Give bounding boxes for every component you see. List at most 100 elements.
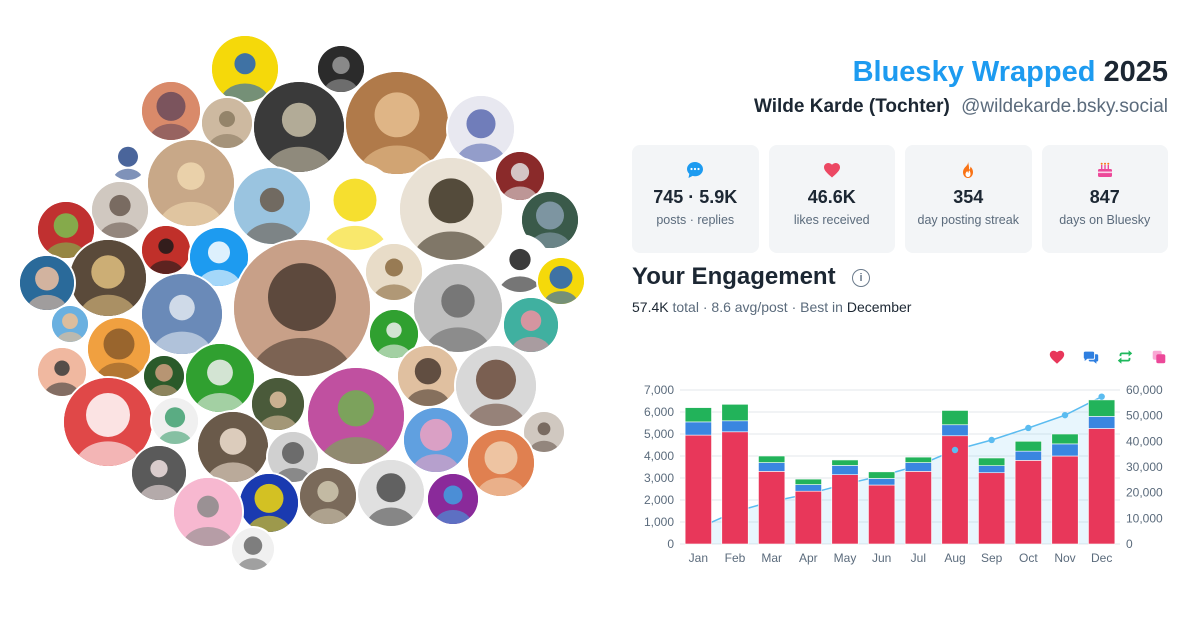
avatar[interactable]: [448, 96, 514, 162]
stats-row: 745 · 5.9K posts · replies 46.6K likes r…: [632, 145, 1168, 253]
engagement-total-word: total: [672, 299, 699, 315]
avatar[interactable]: [64, 378, 152, 466]
bar-segment-likes: [684, 434, 712, 545]
avatar[interactable]: [524, 412, 564, 452]
bar-segment-replies: [1014, 450, 1042, 461]
stat-days: 847 days on Bluesky: [1041, 145, 1168, 253]
avatar[interactable]: [202, 98, 252, 148]
x-tick-label: Nov: [1054, 551, 1075, 565]
avatar[interactable]: [88, 318, 150, 380]
avatar[interactable]: [198, 412, 268, 482]
avatar[interactable]: [268, 432, 318, 482]
heart-icon[interactable]: [1048, 348, 1066, 366]
avatar[interactable]: [414, 264, 502, 352]
reply-bubbles-icon[interactable]: [1082, 348, 1100, 366]
avatar[interactable]: [142, 274, 222, 354]
avatar[interactable]: [358, 460, 424, 526]
avatar[interactable]: [428, 474, 478, 524]
stat-streak: 354 day posting streak: [905, 145, 1032, 253]
avatar[interactable]: [456, 346, 536, 426]
avatar[interactable]: [496, 152, 544, 200]
y-right-tick-label: 20,000: [1126, 486, 1163, 500]
flame-icon: [905, 159, 1032, 181]
x-tick-label: Sep: [981, 551, 1003, 565]
bar-segment-reposts: [904, 456, 932, 463]
y-right-tick-label: 0: [1126, 537, 1133, 551]
avatar[interactable]: [370, 310, 418, 358]
bar-segment-reposts: [721, 403, 749, 422]
avatar[interactable]: [468, 430, 534, 496]
quote-icon[interactable]: [1150, 348, 1168, 366]
page-title: Bluesky Wrapped 2025: [853, 56, 1168, 89]
bar-segment-replies: [978, 465, 1006, 474]
avatar[interactable]: [20, 256, 74, 310]
avatar[interactable]: [234, 240, 370, 376]
y-left-tick-label: 5,000: [644, 427, 674, 441]
repost-icon[interactable]: [1116, 348, 1134, 366]
engagement-title: Your Engagement: [632, 263, 836, 290]
stat-value: 745 · 5.9K: [653, 187, 738, 207]
x-tick-label: Feb: [725, 551, 746, 565]
avatar[interactable]: [254, 82, 344, 172]
avatar[interactable]: [152, 398, 198, 444]
avatar[interactable]: [232, 528, 274, 570]
bar-segment-replies: [758, 462, 786, 472]
stat-label: days on Bluesky: [1059, 213, 1151, 227]
avatar[interactable]: [186, 344, 254, 412]
bar-segment-replies: [941, 424, 969, 437]
avatar[interactable]: [52, 306, 88, 342]
x-tick-label: Jan: [689, 551, 708, 565]
avatar[interactable]: [504, 298, 558, 352]
stat-label: day posting streak: [917, 213, 1019, 227]
avatar[interactable]: [366, 244, 422, 300]
bar-segment-likes: [1014, 460, 1042, 545]
avatar[interactable]: [308, 368, 404, 464]
bar-segment-reposts: [758, 455, 786, 463]
avatar[interactable]: [234, 168, 310, 244]
bar-segment-reposts: [1088, 399, 1116, 417]
y-left-tick-label: 6,000: [644, 405, 674, 419]
avatar[interactable]: [300, 468, 356, 524]
avatar[interactable]: [492, 236, 548, 292]
avatar[interactable]: [252, 378, 304, 430]
bar-segment-replies: [794, 484, 822, 492]
cumulative-point: [1025, 424, 1032, 432]
bar-segment-reposts: [941, 410, 969, 426]
avatar[interactable]: [70, 240, 146, 316]
bar-segment-likes: [1088, 428, 1116, 545]
heart-icon: [769, 159, 896, 181]
bar-segment-likes: [831, 474, 859, 545]
avatar[interactable]: [400, 158, 502, 260]
avatar[interactable]: [318, 46, 364, 92]
y-right-tick-label: 60,000: [1126, 383, 1163, 397]
avatar[interactable]: [92, 182, 148, 238]
avatar[interactable]: [142, 82, 200, 140]
bar-segment-likes: [758, 471, 786, 545]
avatar[interactable]: [142, 226, 190, 274]
stat-value: 354: [953, 187, 984, 207]
avatar[interactable]: [132, 446, 186, 500]
cumulative-point: [988, 436, 995, 444]
avatar[interactable]: [144, 356, 184, 396]
avatar[interactable]: [108, 140, 148, 180]
cumulative-point: [951, 446, 959, 454]
y-left-tick-label: 1,000: [644, 515, 674, 529]
avatar[interactable]: [398, 346, 458, 406]
bar-segment-replies: [904, 462, 932, 472]
avatar[interactable]: [312, 164, 398, 250]
avatar[interactable]: [538, 258, 584, 304]
bar-segment-replies: [1088, 416, 1116, 429]
bar-segment-likes: [978, 472, 1006, 545]
avatar[interactable]: [240, 474, 298, 532]
avatar[interactable]: [346, 72, 448, 174]
avatar[interactable]: [404, 408, 468, 472]
avatar[interactable]: [148, 140, 234, 226]
avatar[interactable]: [212, 36, 278, 102]
y-right-tick-label: 10,000: [1126, 511, 1163, 525]
avatar[interactable]: [190, 228, 248, 286]
y-left-tick-label: 7,000: [644, 383, 674, 397]
avatar[interactable]: [174, 478, 242, 546]
info-icon[interactable]: i: [852, 269, 870, 287]
y-right-tick-label: 40,000: [1126, 434, 1163, 448]
avatar-cloud: [20, 36, 584, 570]
